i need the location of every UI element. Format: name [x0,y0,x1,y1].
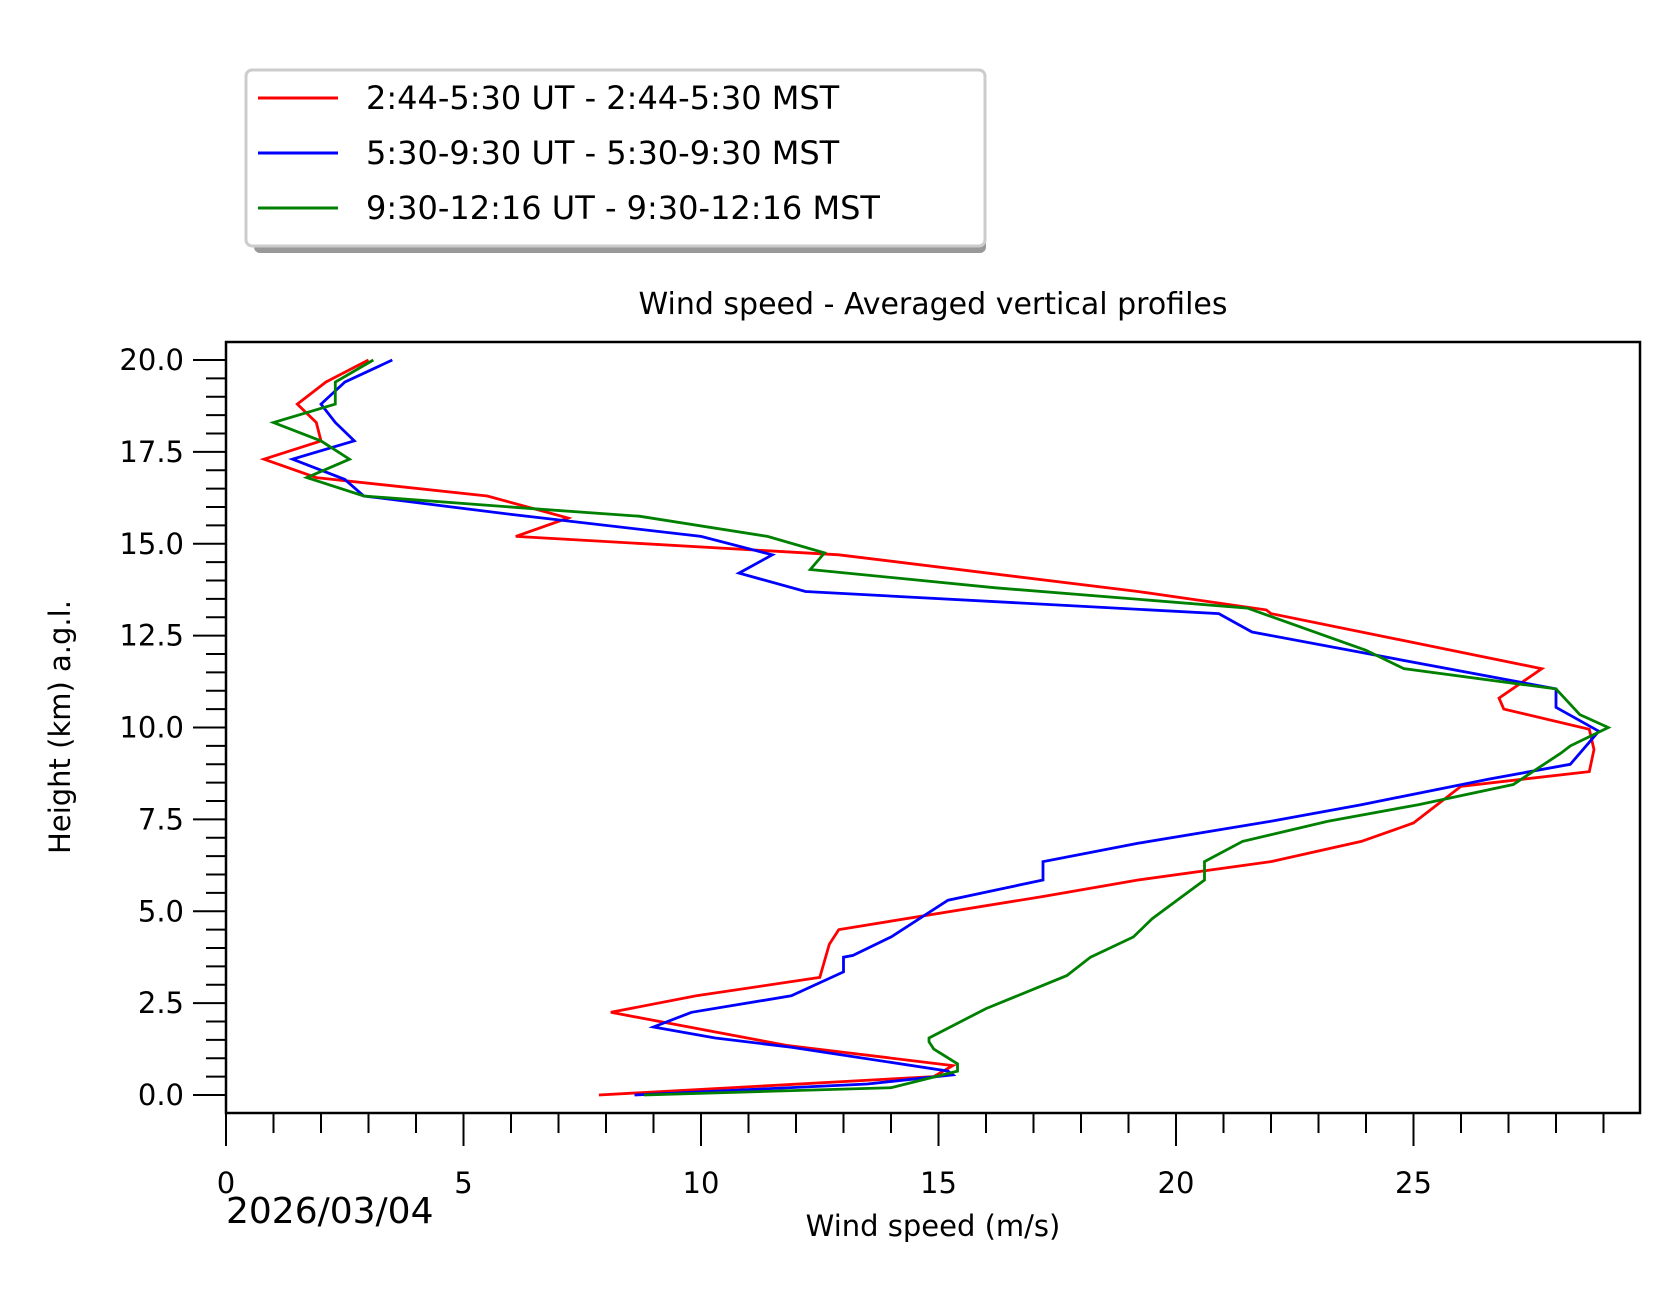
plot-frame [224,340,1642,1115]
y-tick-label: 7.5 [138,802,184,836]
y-tick-label: 15.0 [119,527,184,561]
y-tick-label: 0.0 [138,1078,184,1112]
legend-label: 5:30-9:30 UT - 5:30-9:30 MST [366,134,840,172]
x-tick-label: 0 [217,1166,235,1200]
series-line-2 [288,358,1601,1097]
series-line-3 [269,358,1612,1097]
date-annotation: 2026/03/04 [226,1191,434,1232]
legend-label: 9:30-12:16 UT - 9:30-12:16 MST [366,189,880,227]
y-axis-label: Height (km) a.g.l. [43,600,77,854]
y-tick-label: 10.0 [119,711,184,745]
series-line-1 [259,358,1596,1097]
x-tick-label: 25 [1395,1166,1432,1200]
y-tick-label: 17.5 [119,435,184,469]
legend: 2:44-5:30 UT - 2:44-5:30 MST 5:30-9:30 UT… [244,68,987,253]
y-tick-label: 20.0 [119,343,184,377]
x-tick-label: 15 [920,1166,957,1200]
legend-label: 2:44-5:30 UT - 2:44-5:30 MST [366,79,840,117]
legend-box [244,68,987,248]
x-tick-label: 5 [454,1166,472,1200]
y-tick-label: 2.5 [138,986,184,1020]
x-axis-label: Wind speed (m/s) [806,1209,1061,1243]
y-tick-label: 12.5 [119,619,184,653]
y-tick-label: 5.0 [138,894,184,928]
x-tick-label: 10 [683,1166,720,1200]
chart-title: Wind speed - Averaged vertical profiles [638,287,1227,322]
x-tick-label: 20 [1158,1166,1195,1200]
